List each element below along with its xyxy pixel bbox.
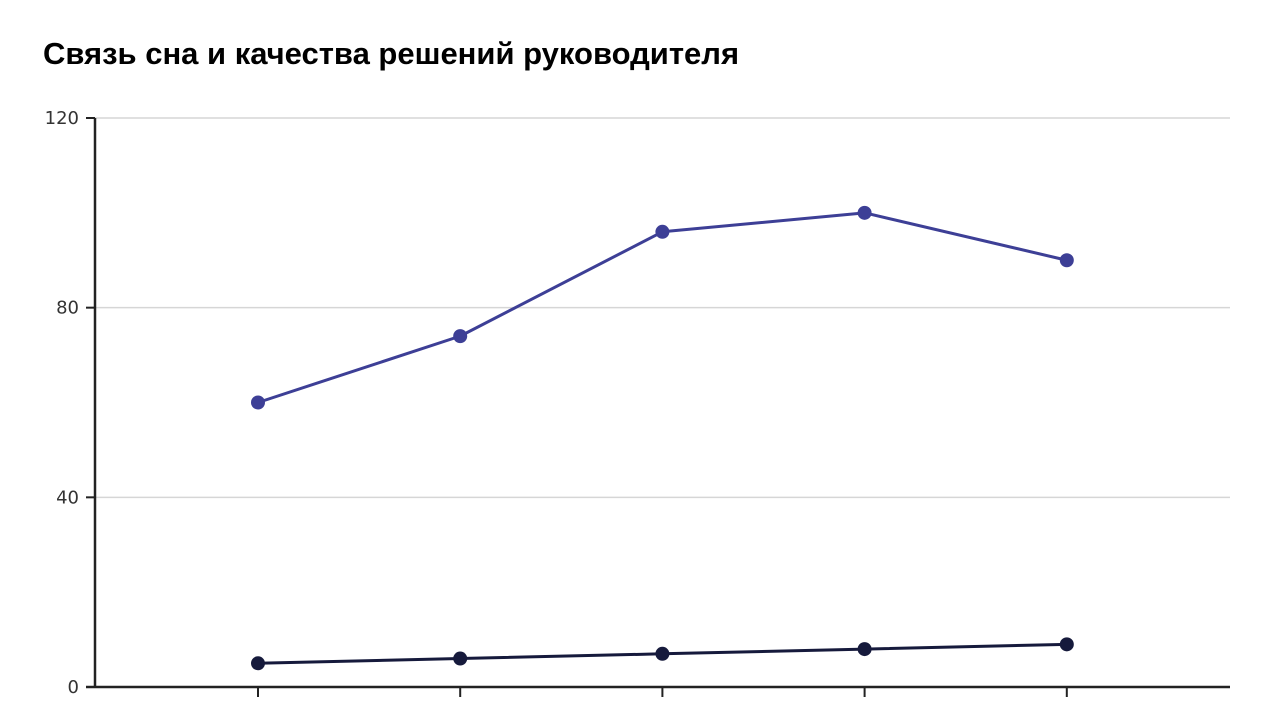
tick-labels: 0 40 80 120	[45, 108, 79, 698]
axes	[86, 117, 1230, 697]
y-tick-label: 0	[68, 677, 79, 698]
data-point	[1059, 637, 1074, 652]
data-point	[251, 656, 265, 671]
data-point	[655, 224, 670, 239]
chart-title: Связь сна и качества решений руководител…	[43, 36, 740, 71]
y-tick-label: 40	[56, 487, 79, 508]
y-tick-label: 80	[56, 298, 79, 319]
data-point	[453, 329, 468, 344]
data-point	[251, 395, 265, 410]
y-tick-label: 120	[45, 108, 79, 129]
series-lines	[257, 211, 1068, 665]
data-point	[655, 646, 670, 661]
grid-lines	[95, 117, 1230, 499]
data-points	[251, 205, 1074, 671]
data-point	[453, 651, 468, 666]
data-point	[857, 642, 872, 657]
data-point	[1059, 253, 1074, 268]
data-point	[857, 205, 872, 220]
